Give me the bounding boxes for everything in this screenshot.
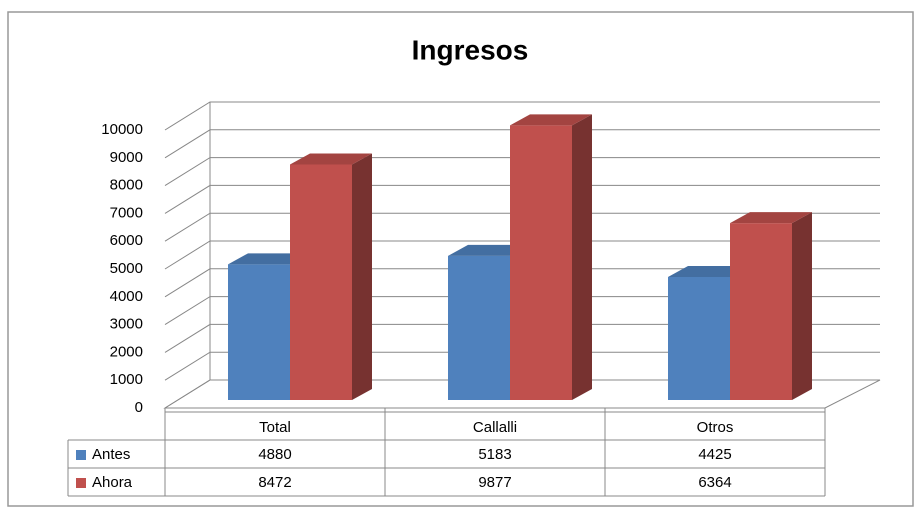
bar-top xyxy=(668,265,750,277)
y-tick-label: 5000 xyxy=(110,260,143,277)
bar-top xyxy=(730,212,812,224)
y-tick-label: 6000 xyxy=(110,232,143,249)
legend-key xyxy=(76,450,86,460)
x-tick-label: Callalli xyxy=(473,419,517,436)
legend-key xyxy=(76,478,86,488)
bar-front xyxy=(668,276,730,400)
bar-top xyxy=(228,253,310,265)
y-tick-label: 7000 xyxy=(110,204,143,221)
bar xyxy=(290,153,372,400)
y-tick-label: 1000 xyxy=(110,371,143,388)
bar-front xyxy=(290,164,352,400)
table-value: 4425 xyxy=(698,446,731,463)
bar-top xyxy=(510,114,592,126)
bar-side xyxy=(792,212,812,400)
table-value: 9877 xyxy=(478,474,511,491)
table-value: 8472 xyxy=(258,474,291,491)
x-tick-label: Otros xyxy=(697,419,734,436)
y-tick-label: 10000 xyxy=(101,121,143,138)
bar-front xyxy=(510,125,572,400)
y-tick-label: 2000 xyxy=(110,343,143,360)
bar-top xyxy=(290,153,372,165)
bar-front xyxy=(448,255,510,400)
table-value: 5183 xyxy=(478,446,511,463)
legend-label: Antes xyxy=(92,446,130,463)
x-tick-label: Total xyxy=(259,419,291,436)
chart-title: Ingresos xyxy=(412,34,529,65)
y-tick-label: 3000 xyxy=(110,316,143,333)
bar xyxy=(730,212,812,400)
bar-side xyxy=(352,153,372,400)
legend-label: Ahora xyxy=(92,474,133,491)
bar-front xyxy=(730,223,792,400)
bar-front xyxy=(228,264,290,400)
bar-side xyxy=(572,114,592,400)
bar xyxy=(510,114,592,400)
y-tick-label: 0 xyxy=(135,399,143,416)
table-value: 4880 xyxy=(258,446,291,463)
y-tick-label: 4000 xyxy=(110,288,143,305)
y-tick-label: 9000 xyxy=(110,149,143,166)
table-value: 6364 xyxy=(698,474,731,491)
y-tick-label: 8000 xyxy=(110,177,143,194)
bar-top xyxy=(448,244,530,256)
